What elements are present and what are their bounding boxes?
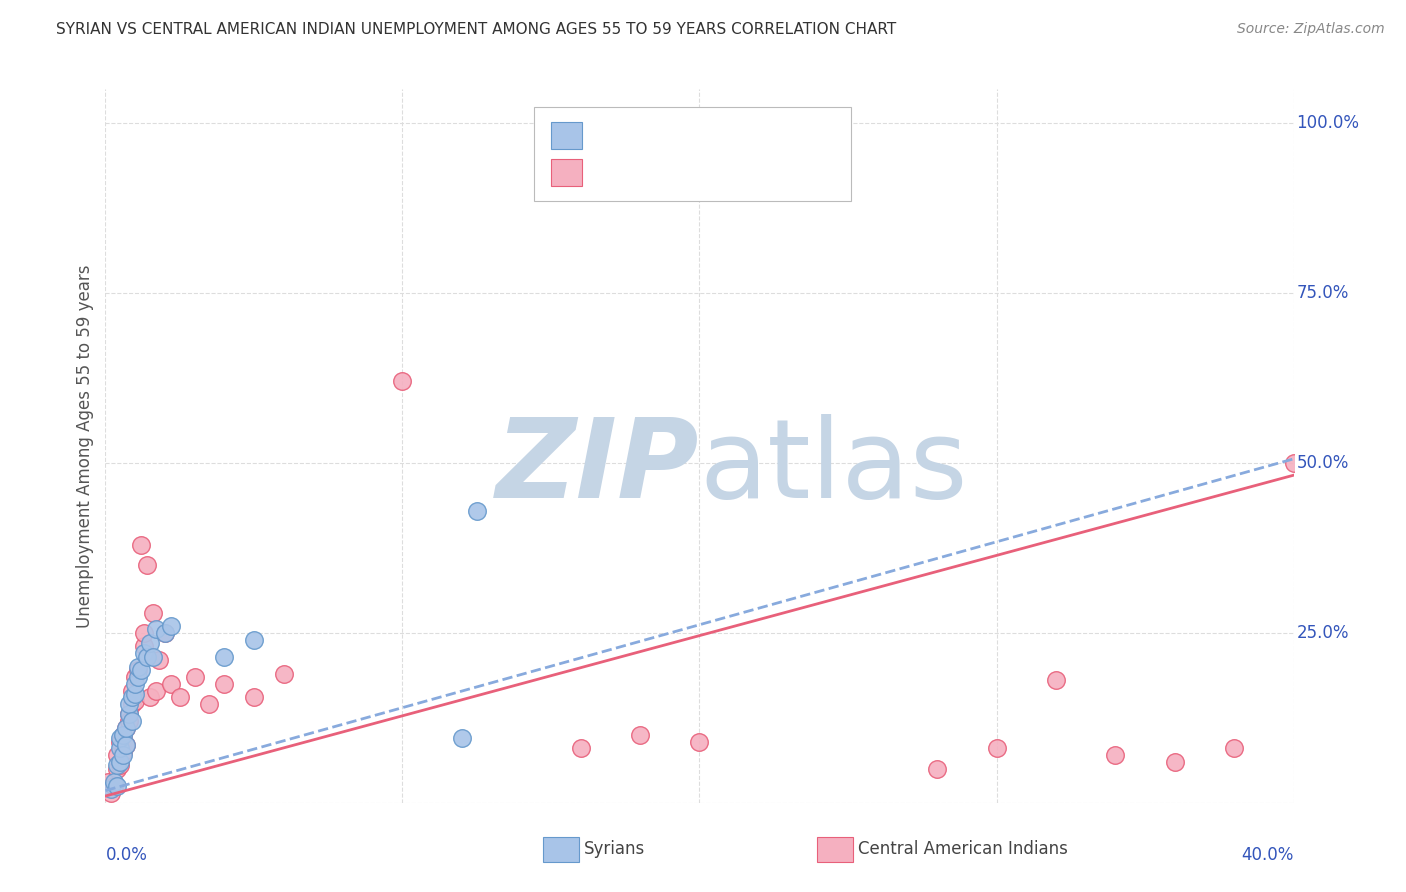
Point xyxy=(927,762,949,776)
Point xyxy=(183,670,205,684)
Point xyxy=(145,623,167,637)
Point xyxy=(121,683,143,698)
Point xyxy=(136,558,159,572)
Point xyxy=(110,758,132,772)
Point xyxy=(124,694,146,708)
Text: Source: ZipAtlas.com: Source: ZipAtlas.com xyxy=(1237,22,1385,37)
Point xyxy=(110,731,132,746)
Point xyxy=(115,721,138,735)
Text: 0.472: 0.472 xyxy=(628,163,682,181)
Point xyxy=(100,786,122,800)
Point xyxy=(103,775,125,789)
Point xyxy=(112,745,135,759)
Point xyxy=(1164,755,1187,769)
Text: 46: 46 xyxy=(731,163,754,181)
Text: Syrians: Syrians xyxy=(583,840,645,858)
Point xyxy=(214,649,236,664)
Text: 50.0%: 50.0% xyxy=(1296,454,1348,472)
Point xyxy=(132,640,155,654)
Point xyxy=(132,646,155,660)
Text: R =: R = xyxy=(589,127,626,145)
Point xyxy=(105,762,128,776)
Point xyxy=(214,677,236,691)
Point xyxy=(112,728,135,742)
Point xyxy=(169,690,191,705)
Text: 100.0%: 100.0% xyxy=(1296,114,1360,132)
Point xyxy=(569,741,592,756)
Point xyxy=(127,660,149,674)
Point xyxy=(198,698,221,712)
Point xyxy=(129,537,152,551)
Text: atlas: atlas xyxy=(700,414,967,521)
Point xyxy=(121,714,143,729)
Text: 0.0%: 0.0% xyxy=(105,846,148,863)
Point xyxy=(110,755,132,769)
Point xyxy=(628,728,651,742)
Text: N =: N = xyxy=(693,163,730,181)
Y-axis label: Unemployment Among Ages 55 to 59 years: Unemployment Among Ages 55 to 59 years xyxy=(76,264,94,628)
Point xyxy=(159,619,181,633)
Point xyxy=(1282,456,1305,470)
Point xyxy=(465,503,488,517)
Text: 25.0%: 25.0% xyxy=(1296,624,1348,642)
Point xyxy=(97,775,120,789)
Point xyxy=(103,779,125,793)
Point xyxy=(1045,673,1067,688)
Text: 75.0%: 75.0% xyxy=(1296,284,1348,302)
Text: Central American Indians: Central American Indians xyxy=(858,840,1067,858)
Point xyxy=(118,698,141,712)
Point xyxy=(450,731,472,746)
Point xyxy=(243,632,266,647)
Point xyxy=(148,653,170,667)
Point xyxy=(112,728,135,742)
Point xyxy=(115,738,138,752)
Point xyxy=(153,626,176,640)
Point xyxy=(273,666,295,681)
Point xyxy=(153,626,176,640)
Point xyxy=(105,748,128,763)
Point xyxy=(100,782,122,797)
Point xyxy=(129,663,152,677)
Point xyxy=(121,690,143,705)
Text: 0.351: 0.351 xyxy=(628,127,681,145)
Point xyxy=(124,687,146,701)
Point xyxy=(127,670,149,684)
Point xyxy=(105,779,128,793)
Point xyxy=(124,677,146,691)
Point xyxy=(115,721,138,735)
Point xyxy=(110,734,132,748)
Point xyxy=(986,741,1008,756)
Point xyxy=(159,677,181,691)
Point xyxy=(136,649,159,664)
Point xyxy=(121,698,143,712)
Point xyxy=(391,375,413,389)
Point xyxy=(145,683,167,698)
Point xyxy=(689,734,711,748)
Point xyxy=(142,649,165,664)
Text: 31: 31 xyxy=(731,127,754,145)
Text: R =: R = xyxy=(589,163,626,181)
Point xyxy=(132,626,155,640)
Text: SYRIAN VS CENTRAL AMERICAN INDIAN UNEMPLOYMENT AMONG AGES 55 TO 59 YEARS CORRELA: SYRIAN VS CENTRAL AMERICAN INDIAN UNEMPL… xyxy=(56,22,897,37)
Point xyxy=(243,690,266,705)
Point xyxy=(1223,741,1246,756)
Text: N =: N = xyxy=(693,127,730,145)
Text: 40.0%: 40.0% xyxy=(1241,846,1294,863)
Point xyxy=(118,707,141,722)
Point xyxy=(115,738,138,752)
Point xyxy=(105,758,128,772)
Point xyxy=(110,741,132,756)
Point xyxy=(807,116,830,130)
Point xyxy=(139,636,162,650)
Point xyxy=(1104,748,1126,763)
Point xyxy=(127,663,149,677)
Text: ZIP: ZIP xyxy=(496,414,700,521)
Point xyxy=(118,714,141,729)
Point xyxy=(139,690,162,705)
Point xyxy=(118,707,141,722)
Point xyxy=(112,748,135,763)
Point xyxy=(124,670,146,684)
Point xyxy=(142,606,165,620)
